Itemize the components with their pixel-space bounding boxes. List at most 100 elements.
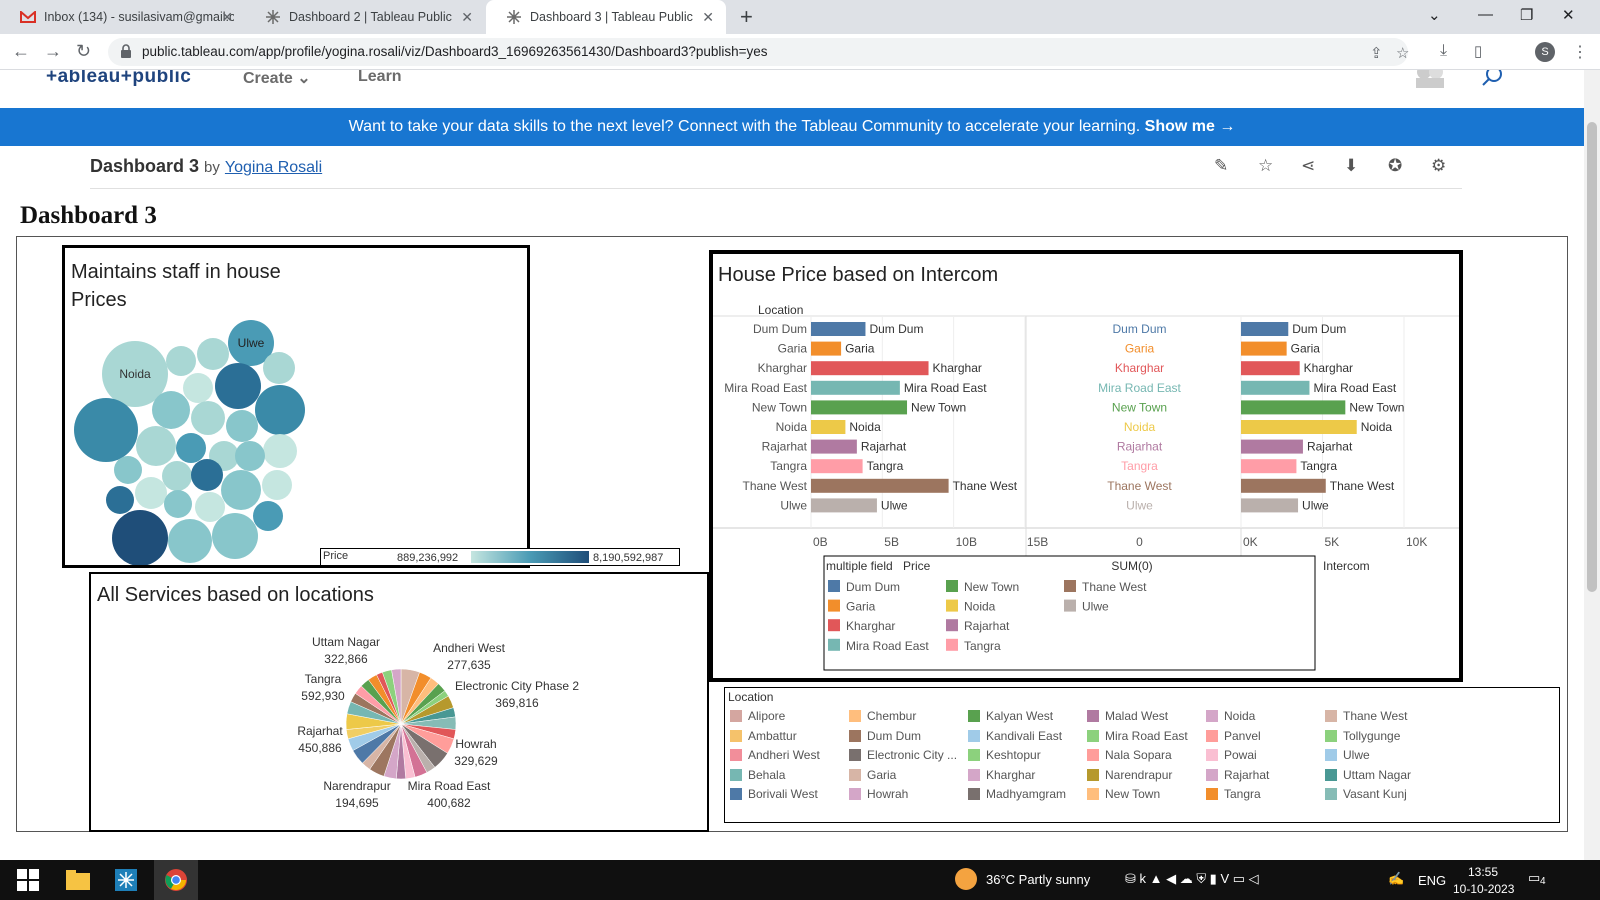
edit-icon[interactable]: ✎ [1214, 156, 1229, 175]
clock-date[interactable]: 10-10-2023 [1453, 882, 1515, 896]
location-legend-item[interactable]: Tollygunge [1325, 729, 1400, 743]
location-legend-item[interactable]: Powai [1206, 748, 1257, 762]
favorite-star-icon[interactable]: ☆ [1258, 156, 1274, 175]
bar-intercom[interactable] [1241, 380, 1310, 395]
badge-icon[interactable]: ✪ [1388, 156, 1403, 175]
close-tab-icon[interactable]: ✕ [221, 9, 233, 25]
tray-icons[interactable]: ⛁ k ▲ ◀ ☁ ⛨ ▮ V ▭ ◁ [1125, 871, 1259, 886]
minimize-button[interactable]: — [1478, 6, 1493, 23]
forward-icon[interactable]: → [44, 41, 62, 61]
pie-slice[interactable] [391, 668, 402, 725]
location-legend-item[interactable]: Thane West [1325, 709, 1407, 723]
avatar[interactable]: S [1535, 42, 1555, 62]
location-legend-item[interactable]: Rajarhat [1206, 768, 1269, 782]
bar-price[interactable] [811, 380, 900, 395]
location-legend-item[interactable]: Ulwe [1325, 748, 1370, 762]
location-legend-item[interactable]: Noida [1206, 709, 1255, 723]
location-legend-item[interactable]: Kalyan West [968, 709, 1053, 723]
location-legend-item[interactable]: Malad West [1087, 709, 1168, 723]
location-legend-item[interactable]: Electronic City ... [849, 748, 957, 762]
windows-start-icon[interactable] [8, 860, 48, 900]
new-tab-button[interactable]: + [740, 4, 753, 29]
download-icon[interactable]: ⬇ [1344, 156, 1359, 175]
pen-icon[interactable]: ✍ [1388, 871, 1405, 886]
legend-swatch[interactable] [1064, 599, 1076, 612]
location-legend-item[interactable]: Borivali West [730, 787, 818, 801]
legend-swatch[interactable] [1064, 580, 1076, 592]
bar-intercom[interactable] [1241, 498, 1299, 513]
download-icon[interactable]: ⤓ [1440, 42, 1448, 59]
bar-intercom[interactable] [1241, 439, 1303, 454]
legend-swatch[interactable] [828, 599, 840, 612]
location-legend-item[interactable]: Garia [849, 768, 896, 782]
bar-price[interactable] [811, 400, 908, 415]
bar-intercom[interactable] [1241, 420, 1357, 434]
language-indicator[interactable]: ENG [1418, 873, 1447, 888]
back-icon[interactable]: ← [12, 41, 30, 61]
location-legend-item[interactable]: Chembur [849, 709, 916, 723]
location-legend-item[interactable]: Vasant Kunj [1325, 787, 1407, 801]
reload-icon[interactable]: ↻ [76, 41, 92, 61]
sidepanel-icon[interactable]: ▯ [1474, 43, 1483, 60]
bubbles[interactable] [74, 320, 305, 565]
settings-gear-icon[interactable]: ⚙ [1431, 156, 1447, 175]
tab-search-icon[interactable]: ⌄ [1428, 7, 1441, 24]
share-icon[interactable]: ⋖ [1301, 156, 1316, 175]
bar-price[interactable] [811, 459, 863, 474]
legend-swatch[interactable] [946, 638, 958, 651]
location-legend-item[interactable]: New Town [1087, 787, 1160, 801]
location-legend-item[interactable]: Keshtopur [968, 748, 1041, 762]
bar-price[interactable] [811, 439, 857, 454]
url-field[interactable]: public.tableau.com/app/profile/yogina.ro… [108, 38, 1410, 66]
location-legend-item[interactable]: Kharghar [968, 768, 1035, 782]
bar-price[interactable] [811, 420, 846, 434]
community-banner[interactable]: Want to take your data skills to the nex… [0, 108, 1584, 146]
nav-learn[interactable]: Learn [358, 70, 402, 85]
location-legend-item[interactable]: Ambattur [730, 729, 797, 743]
close-window-button[interactable]: ✕ [1562, 7, 1575, 24]
close-tab-icon[interactable]: ✕ [461, 9, 473, 25]
location-legend-item[interactable]: Kandivali East [968, 729, 1062, 743]
nav-create[interactable]: Create ⌄ [243, 70, 311, 87]
restore-button[interactable]: ❐ [1520, 7, 1534, 24]
scrollbar-thumb[interactable] [1587, 122, 1597, 592]
location-legend-item[interactable]: Behala [730, 768, 785, 782]
menu-icon[interactable]: ⋮ [1572, 44, 1588, 61]
legend-swatch[interactable] [828, 580, 840, 592]
legend-swatch[interactable] [946, 599, 958, 612]
author-link[interactable]: Yogina Rosali [224, 159, 323, 176]
tab-dashboard-3[interactable]: Dashboard 3 | Tableau Public ✕ [486, 0, 726, 34]
bar-intercom[interactable] [1241, 459, 1297, 474]
clock-time[interactable]: 13:55 [1468, 865, 1499, 879]
file-explorer-icon[interactable] [58, 860, 98, 900]
banner-show-me-link[interactable]: Show me → [1144, 118, 1236, 135]
bar-price[interactable] [811, 341, 842, 356]
share-icon[interactable]: ⇪ [1370, 45, 1383, 62]
location-legend-item[interactable]: Uttam Nagar [1325, 768, 1411, 782]
legend-swatch[interactable] [828, 619, 840, 632]
page-scrollbar[interactable] [1584, 70, 1600, 860]
bar-intercom[interactable] [1241, 478, 1326, 493]
tab-gmail[interactable]: Inbox (134) - susilasivam@gmail.com ✕ [0, 0, 245, 34]
search-icon[interactable] [1480, 70, 1504, 93]
user-avatar-icon[interactable] [1412, 70, 1448, 93]
tab-dashboard-2[interactable]: Dashboard 2 | Tableau Public ✕ [245, 0, 485, 34]
tableau-public-logo[interactable]: +ableau+public [46, 70, 192, 87]
close-tab-icon[interactable]: ✕ [702, 9, 714, 25]
location-legend-item[interactable]: Alipore [730, 709, 785, 723]
legend-swatch[interactable] [828, 638, 840, 651]
bar-price[interactable] [811, 322, 866, 336]
bar-intercom[interactable] [1241, 361, 1300, 376]
location-legend-item[interactable]: Howrah [849, 787, 908, 801]
bar-price[interactable] [811, 478, 949, 493]
location-legend-item[interactable]: Andheri West [730, 748, 820, 762]
snowflake-app-icon[interactable] [106, 860, 146, 900]
location-legend-item[interactable]: Mira Road East [1087, 729, 1188, 743]
bar-intercom[interactable] [1241, 341, 1287, 356]
location-legend-item[interactable]: Madhyamgram [968, 787, 1066, 801]
bar-price[interactable] [811, 361, 929, 376]
bookmark-star-icon[interactable]: ☆ [1396, 45, 1410, 62]
weather-text[interactable]: 36°C Partly sunny [986, 872, 1091, 887]
bar-intercom[interactable] [1241, 322, 1289, 336]
location-legend-item[interactable]: Tangra [1206, 787, 1261, 801]
